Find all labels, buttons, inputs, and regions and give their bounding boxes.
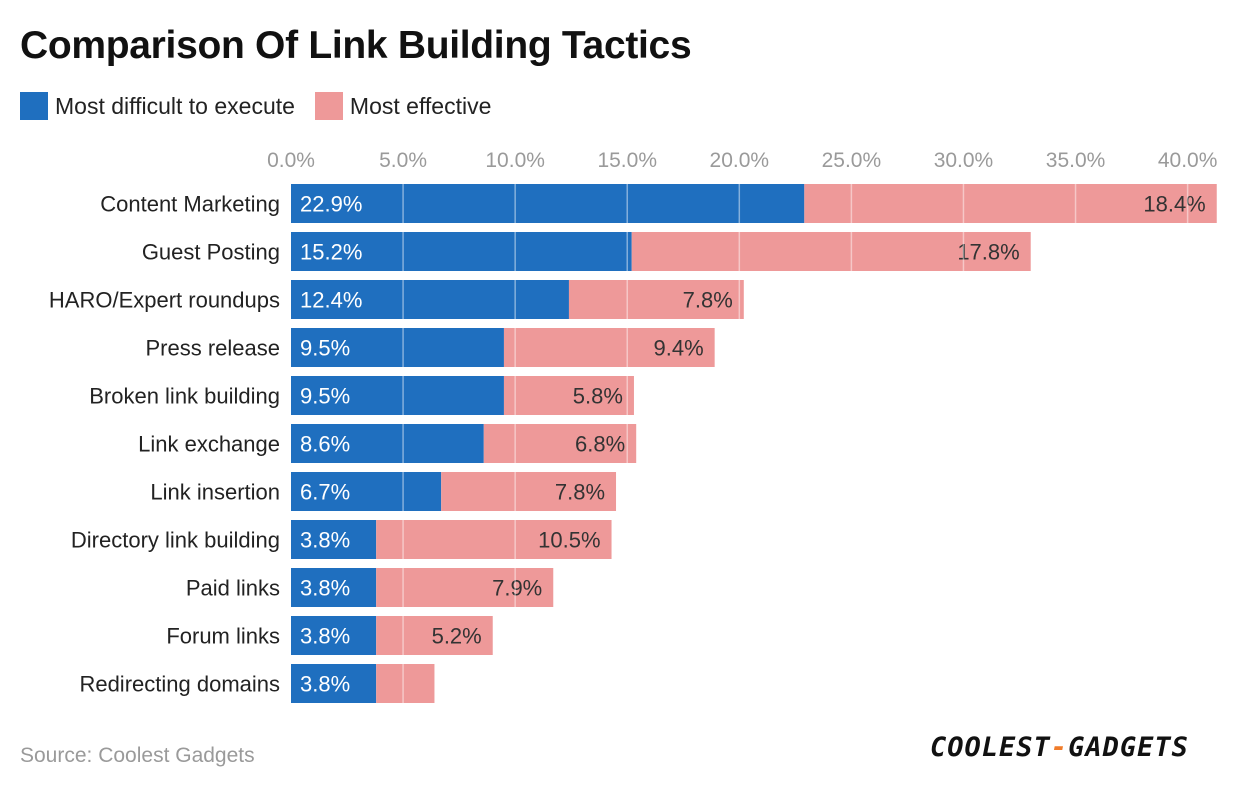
legend-swatch-effective [314,92,343,120]
legend-item-difficult: Most difficult to execute [20,92,295,120]
bar-effective [503,376,634,415]
bar-difficult [291,664,377,703]
data-label-effective: 5.8% [573,384,623,409]
data-label-difficult: 6.7% [300,480,350,505]
data-label-effective: 7.9% [492,576,542,601]
bar-effective [376,568,554,607]
bar-effective [804,184,1217,223]
bar-effective [568,280,744,319]
bar-difficult [291,280,569,319]
x-tick-label: 10.0% [485,149,545,172]
data-label-effective: 7.8% [555,480,605,505]
bar-effective [376,616,493,655]
x-tick-label: 5.0% [379,149,427,172]
x-tick-label: 35.0% [1046,149,1106,172]
bar-effective [376,520,612,559]
legend-label-difficult: Most difficult to execute [55,92,295,119]
bar-difficult [291,424,484,463]
category-label: Directory link building [71,528,280,553]
x-tick-label: 30.0% [934,149,994,172]
data-label-effective: 7.8% [683,288,733,313]
x-tick-label: 20.0% [710,149,770,172]
data-label-effective: 5.2% [432,624,482,649]
x-tick-label: 40.0% [1158,149,1218,172]
source-note: Source: Coolest Gadgets [20,744,255,767]
category-label: Content Marketing [100,192,280,217]
data-label-effective: 10.5% [538,528,600,553]
bar-difficult [291,184,805,223]
data-label-difficult: 3.8% [300,576,350,601]
category-label: Broken link building [89,384,280,409]
category-label: Redirecting domains [79,672,280,697]
bar-difficult [291,328,504,367]
legend-item-effective: Most effective [314,92,492,120]
data-label-difficult: 8.6% [300,432,350,457]
legend: Most difficult to execute Most effective [20,92,511,120]
logo-text-2: GADGETS [1068,732,1189,763]
bar-difficult [291,616,377,655]
bar-effective [441,472,617,511]
data-label-difficult: 12.4% [300,288,362,313]
data-label-effective: 18.4% [1143,192,1205,217]
bar-effective [483,424,637,463]
bar-effective [631,232,1031,271]
category-label: Press release [145,336,280,361]
data-label-difficult: 3.8% [300,672,350,697]
data-label-effective: 17.8% [957,240,1019,265]
x-tick-label: 0.0% [267,149,315,172]
bar-difficult [291,472,442,511]
x-tick-label: 15.0% [597,149,657,172]
category-label: Forum links [166,624,280,649]
category-label: HARO/Expert roundups [49,288,280,313]
legend-swatch-difficult [20,92,48,120]
data-label-difficult: 15.2% [300,240,362,265]
bar-difficult [291,376,504,415]
data-label-difficult: 22.9% [300,192,362,217]
category-label: Paid links [186,576,280,601]
data-label-difficult: 9.5% [300,384,350,409]
data-label-difficult: 3.8% [300,528,350,553]
logo-dash: - [1050,732,1069,763]
data-label-difficult: 3.8% [300,624,350,649]
brand-logo: COOLEST-GADGETS [930,732,1189,763]
bar-difficult [291,568,377,607]
bar-effective [376,664,435,703]
x-tick-label: 25.0% [822,149,882,172]
data-label-difficult: 9.5% [300,336,350,361]
data-label-effective: 9.4% [653,336,703,361]
category-label: Link exchange [138,432,280,457]
bar-effective [503,328,715,367]
logo-text-1: COOLEST [930,732,1051,763]
bar-difficult [291,520,377,559]
category-label: Link insertion [150,480,280,505]
chart-title: Comparison Of Link Building Tactics [20,24,692,67]
legend-label-effective: Most effective [349,92,492,119]
data-label-effective: 6.8% [575,432,625,457]
bar-difficult [291,232,632,271]
category-label: Guest Posting [142,240,280,265]
